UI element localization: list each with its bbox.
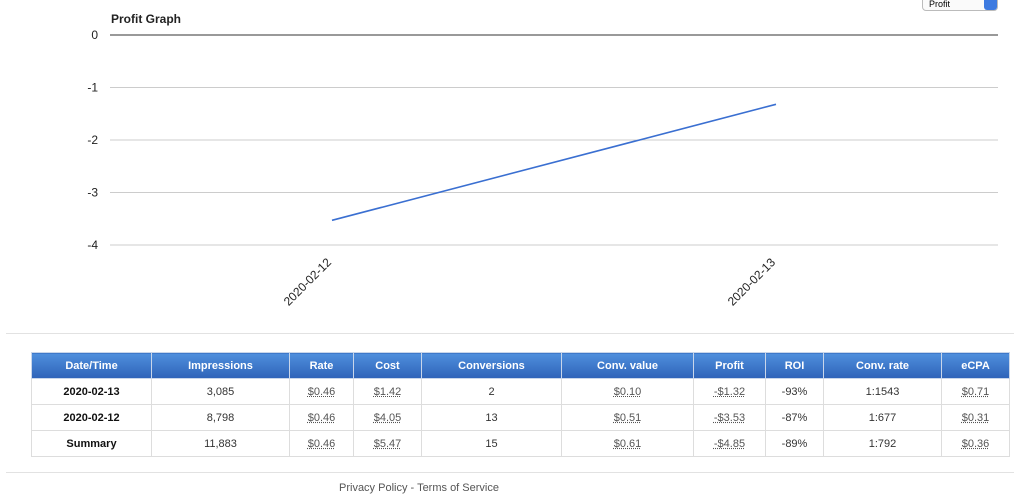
cell: $0.31 [941, 404, 1010, 431]
x-tick-label: 2020-02-12 [281, 255, 335, 309]
cell-link[interactable]: $0.10 [613, 385, 642, 398]
privacy-link[interactable]: Privacy Policy [339, 482, 408, 494]
cell-link[interactable]: $0.71 [961, 385, 990, 398]
cell: $0.51 [561, 404, 694, 431]
chart: Profit Graph 0 -1 -2 -3 -4 2020-02-12 2020-02-… [87, 12, 998, 309]
y-tick-label: -4 [87, 238, 98, 252]
column-header: Conv. value [561, 352, 694, 379]
cell-text: 2020-02-12 [63, 411, 120, 424]
column-header: Conversions [421, 352, 562, 379]
cell: -$1.32 [693, 378, 766, 405]
table-row: 2020-02-12 8,798 $0.46 $4.05 13 $0.51 -$3.53 -8… [31, 404, 1010, 431]
cell-link[interactable]: $4.05 [373, 411, 402, 424]
cell-link[interactable]: $0.46 [307, 385, 336, 398]
y-tick-label: -3 [87, 186, 98, 200]
cell: 15 [421, 430, 562, 457]
column-header: ROI [765, 352, 824, 379]
cell: -$4.85 [693, 430, 766, 457]
cell: 3,085 [151, 378, 290, 405]
cell: $0.71 [941, 378, 1010, 405]
stats-table: Date/Time Impressions Rate Cost Conversions C… [31, 352, 1010, 457]
y-tick-label: 0 [91, 28, 98, 42]
cell: 2020-02-12 [31, 404, 152, 431]
cell-text: -87% [781, 411, 808, 424]
cell: 2020-02-13 [31, 378, 152, 405]
cell-text: 2020-02-13 [63, 385, 120, 398]
column-header: Cost [353, 352, 422, 379]
cell: 13 [421, 404, 562, 431]
cell-text: 2 [488, 385, 495, 398]
cell: $0.10 [561, 378, 694, 405]
cell: -87% [765, 404, 824, 431]
cell: Summary [31, 430, 152, 457]
x-tick-label: 2020-02-13 [725, 255, 779, 309]
column-header: Conv. rate [823, 352, 942, 379]
separator [6, 472, 1014, 473]
column-header: Impressions [151, 352, 290, 379]
cell-link[interactable]: $1.42 [373, 385, 402, 398]
cell: $0.36 [941, 430, 1010, 457]
cell: $0.61 [561, 430, 694, 457]
cell: 2 [421, 378, 562, 405]
cell-text: 8,798 [206, 411, 235, 424]
line [331, 103, 777, 222]
cell: $0.46 [289, 404, 354, 431]
column-header: Profit [693, 352, 766, 379]
cell-link[interactable]: $0.36 [961, 437, 990, 450]
cell-text: 1:677 [868, 411, 897, 424]
cell-link[interactable]: -$1.32 [713, 385, 746, 398]
cell-link[interactable]: -$4.85 [713, 437, 746, 450]
cell: $4.05 [353, 404, 422, 431]
select-value: Profit [929, 0, 951, 9]
column-header: eCPA [941, 352, 1010, 379]
cell-text: 15 [485, 437, 498, 450]
cell: 1:792 [823, 430, 942, 457]
cell-link[interactable]: $0.31 [961, 411, 990, 424]
cell: $1.42 [353, 378, 422, 405]
cell-text: Summary [66, 437, 117, 450]
cell-link[interactable]: $0.51 [613, 411, 642, 424]
cell-text: 3,085 [206, 385, 235, 398]
cell-text: 1:792 [868, 437, 897, 450]
footer-separator: - [410, 482, 415, 494]
cell-link[interactable]: $5.47 [373, 437, 402, 450]
y-tick-label: -1 [87, 81, 98, 95]
select-arrow [984, 0, 997, 10]
cell-link[interactable]: -$3.53 [713, 411, 746, 424]
cell-text: 11,883 [204, 437, 237, 450]
cell: 8,798 [151, 404, 290, 431]
cell-text: 1:1543 [865, 385, 900, 398]
cell: 11,883 [151, 430, 290, 457]
cell: 1:1543 [823, 378, 942, 405]
cell-text: -89% [781, 437, 808, 450]
cell-link[interactable]: $0.46 [307, 411, 336, 424]
cell: $0.46 [289, 430, 354, 457]
column-header: Date/Time [31, 352, 152, 379]
table-row: Summary 11,883 $0.46 $5.47 15 $0.61 -$4.85 -89%… [31, 430, 1010, 457]
footer: Privacy Policy - Terms of Service [0, 482, 838, 494]
cell-link[interactable]: $0.61 [613, 437, 642, 450]
cell: $0.46 [289, 378, 354, 405]
cell-text: 13 [485, 411, 498, 424]
chart-title: Profit Graph [111, 12, 181, 26]
cell-link[interactable]: $0.46 [307, 437, 336, 450]
cell: -89% [765, 430, 824, 457]
table-row: 2020-02-13 3,085 $0.46 $1.42 2 $0.10 -$1.32 -93… [31, 378, 1010, 405]
column-header: Rate [289, 352, 354, 379]
cell: $5.47 [353, 430, 422, 457]
cell-text: -93% [781, 385, 808, 398]
separator [6, 333, 1014, 334]
metric-select[interactable]: Profit [922, 0, 998, 11]
cell: 1:677 [823, 404, 942, 431]
terms-link[interactable]: Terms of Service [417, 482, 499, 494]
cell: -$3.53 [693, 404, 766, 431]
y-tick-label: -2 [87, 133, 98, 147]
cell: -93% [765, 378, 824, 405]
